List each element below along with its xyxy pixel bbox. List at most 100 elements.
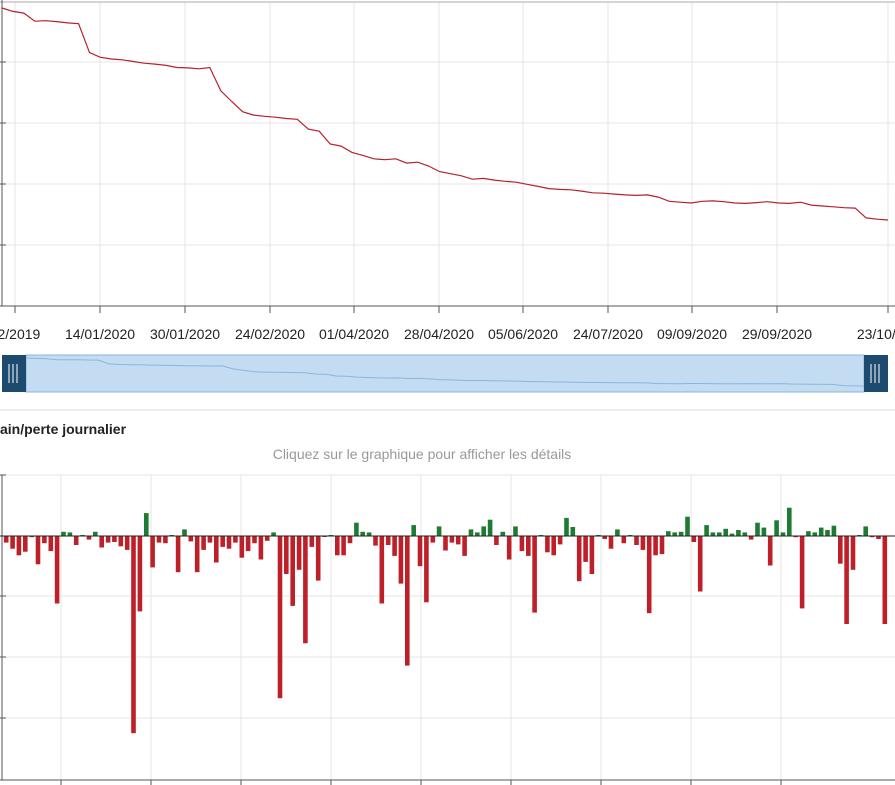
line-series-path[interactable] (1, 7, 889, 221)
loss-bar[interactable] (430, 536, 436, 543)
gain-bar[interactable] (615, 529, 620, 536)
gain-bar[interactable] (780, 532, 786, 536)
loss-bar[interactable] (589, 536, 595, 574)
gain-bar[interactable] (863, 526, 868, 536)
loss-bar[interactable] (621, 536, 627, 544)
gain-bar[interactable] (806, 531, 811, 536)
gain-bar[interactable] (354, 522, 359, 536)
loss-bar[interactable] (284, 536, 289, 574)
loss-bar[interactable] (449, 536, 455, 543)
loss-bar[interactable] (793, 536, 798, 538)
loss-bar[interactable] (424, 536, 429, 603)
loss-bar[interactable] (691, 536, 697, 542)
loss-bar[interactable] (869, 536, 875, 538)
loss-bar[interactable] (398, 536, 404, 584)
bar-series[interactable] (3, 507, 888, 734)
gain-bar[interactable] (774, 520, 779, 536)
loss-bar[interactable] (112, 536, 117, 542)
loss-bar[interactable] (214, 536, 219, 563)
loss-bar[interactable] (226, 536, 232, 549)
loss-bar[interactable] (175, 536, 181, 573)
range-navigator[interactable] (2, 354, 888, 393)
loss-bar[interactable] (341, 536, 346, 556)
loss-bar[interactable] (545, 536, 550, 553)
gain-bar[interactable] (468, 529, 474, 536)
loss-bar[interactable] (137, 536, 143, 612)
loss-bar[interactable] (526, 536, 531, 556)
loss-bar[interactable] (455, 536, 461, 545)
loss-bar[interactable] (42, 536, 47, 544)
loss-bar[interactable] (392, 536, 397, 556)
loss-bar[interactable] (3, 536, 9, 543)
gain-bar[interactable] (144, 513, 149, 536)
loss-bar[interactable] (876, 536, 881, 539)
loss-bar[interactable] (124, 536, 130, 550)
loss-bar[interactable] (296, 536, 302, 570)
loss-bar[interactable] (659, 536, 665, 555)
gain-bar[interactable] (812, 532, 818, 536)
loss-bar[interactable] (48, 536, 54, 552)
loss-bar[interactable] (347, 536, 353, 544)
loss-bar[interactable] (653, 536, 658, 556)
loss-bar[interactable] (405, 536, 410, 666)
loss-bar[interactable] (303, 536, 308, 644)
gain-bar[interactable] (761, 527, 767, 536)
gain-bar[interactable] (787, 507, 792, 536)
loss-bar[interactable] (16, 536, 22, 556)
loss-bar[interactable] (335, 536, 340, 556)
loss-bar[interactable] (551, 536, 556, 556)
loss-bar[interactable] (220, 536, 225, 547)
loss-bar[interactable] (767, 536, 773, 566)
gain-bar[interactable] (825, 530, 830, 536)
gain-bar[interactable] (271, 532, 276, 536)
loss-bar[interactable] (634, 536, 639, 545)
loss-bar[interactable] (519, 536, 525, 552)
gain-bar[interactable] (717, 532, 722, 536)
loss-bar[interactable] (844, 536, 849, 624)
loss-bar[interactable] (264, 536, 270, 541)
loss-bar[interactable] (86, 536, 92, 540)
loss-bar[interactable] (207, 536, 213, 543)
gain-bar[interactable] (487, 519, 493, 536)
gain-bar[interactable] (755, 522, 760, 536)
gain-bar[interactable] (93, 531, 98, 536)
loss-bar[interactable] (201, 536, 206, 550)
loss-bar[interactable] (290, 536, 295, 606)
line-chart[interactable]: 12/2019 14/01/2020 30/01/2020 24/02/2020 01/… (0, 0, 895, 342)
loss-bar[interactable] (646, 536, 652, 614)
gain-bar[interactable] (818, 527, 824, 536)
gain-bar[interactable] (672, 532, 677, 536)
loss-bar[interactable] (245, 536, 251, 552)
gain-bar[interactable] (436, 526, 442, 536)
gain-bar[interactable] (182, 529, 187, 536)
loss-bar[interactable] (583, 536, 588, 562)
loss-bar[interactable] (194, 536, 200, 573)
loss-bar[interactable] (557, 536, 563, 545)
loss-bar[interactable] (99, 536, 104, 548)
loss-bar[interactable] (118, 536, 124, 547)
gain-bar[interactable] (360, 531, 365, 536)
loss-bar[interactable] (379, 536, 385, 604)
loss-bar[interactable] (608, 536, 614, 549)
loss-bar[interactable] (277, 536, 283, 699)
loss-bar[interactable] (882, 536, 888, 624)
gain-bar[interactable] (475, 532, 480, 536)
navigator-right-handle[interactable] (864, 355, 888, 392)
loss-bar[interactable] (443, 536, 448, 551)
loss-bar[interactable] (494, 536, 499, 545)
loss-bar[interactable] (748, 536, 754, 540)
gain-bar[interactable] (729, 533, 735, 536)
loss-bar[interactable] (373, 536, 378, 546)
gain-bar[interactable] (678, 531, 684, 536)
gain-bar[interactable] (564, 517, 569, 536)
loss-bar[interactable] (309, 536, 315, 547)
gain-bar[interactable] (666, 531, 671, 536)
loss-bar[interactable] (417, 536, 423, 567)
gain-bar[interactable] (710, 532, 716, 536)
gain-bar[interactable] (411, 525, 416, 536)
loss-bar[interactable] (156, 536, 162, 543)
gain-bar[interactable] (366, 532, 372, 536)
loss-bar[interactable] (10, 536, 15, 549)
loss-bar[interactable] (576, 536, 582, 582)
